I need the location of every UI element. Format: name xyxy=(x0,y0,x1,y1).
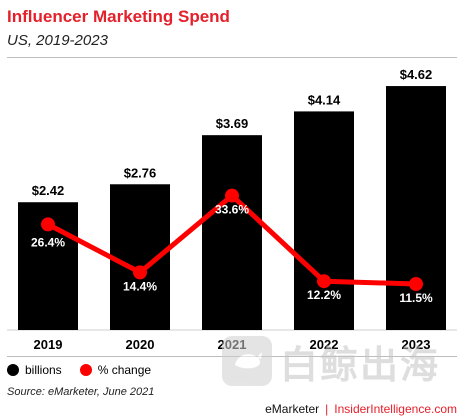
legend-divider xyxy=(7,356,457,357)
footer-brand-emarketer: eMarketer xyxy=(265,402,320,416)
legend: billions % change xyxy=(7,362,169,378)
legend-label-pct-change: % change xyxy=(97,363,152,377)
pct-label-2020: 14.4% xyxy=(123,279,157,293)
bar-2022 xyxy=(294,111,354,331)
chart-title: Influencer Marketing Spend xyxy=(7,7,230,26)
bar-label-2021: $3.69 xyxy=(216,116,249,131)
source-note: Source: eMarketer, June 2021 xyxy=(7,386,155,398)
chart-area: $2.42 2019 $2.76 2020 $3.69 2021 $4.14 2022 $4.6… xyxy=(7,67,457,352)
x-tick-2020: 2020 xyxy=(126,337,155,352)
pct-point-2019 xyxy=(41,217,55,232)
bar-label-2019: $2.42 xyxy=(32,183,65,198)
footer-brand-insider: InsiderIntelligence.com xyxy=(334,402,457,416)
bar-label-2020: $2.76 xyxy=(124,165,157,180)
bar-label-2022: $4.14 xyxy=(308,92,341,107)
legend-label-billions: billions xyxy=(25,363,62,377)
pct-label-2019: 26.4% xyxy=(31,235,65,249)
chart-subtitle: US, 2019-2023 xyxy=(7,32,108,49)
pct-point-2022 xyxy=(317,274,331,289)
legend-item-pct-change: % change xyxy=(79,363,152,377)
x-tick-2021: 2021 xyxy=(218,337,247,352)
pct-label-2022: 12.2% xyxy=(307,288,341,302)
bar-label-2023: $4.62 xyxy=(400,67,433,82)
pct-point-2020 xyxy=(133,265,147,280)
pct-label-2021: 33.6% xyxy=(215,203,249,217)
pct-point-2023 xyxy=(409,277,423,291)
x-tick-2019: 2019 xyxy=(34,337,63,352)
legend-swatch-pct-change xyxy=(79,364,92,376)
legend-item-billions: billions xyxy=(7,363,62,377)
footer: eMarketer | InsiderIntelligence.com xyxy=(265,402,457,416)
header-divider xyxy=(7,57,457,58)
legend-swatch-billions xyxy=(7,364,19,376)
x-tick-2022: 2022 xyxy=(310,337,339,352)
pct-point-2021 xyxy=(225,188,239,203)
x-tick-2023: 2023 xyxy=(402,337,431,352)
pct-label-2023: 11.5% xyxy=(399,291,433,305)
footer-separator: | xyxy=(325,402,329,416)
bar-2021 xyxy=(202,135,262,330)
